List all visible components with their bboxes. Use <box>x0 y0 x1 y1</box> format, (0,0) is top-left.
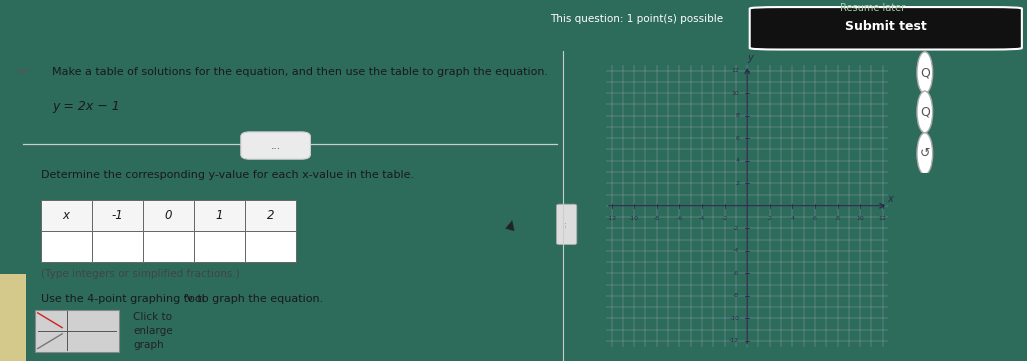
Text: -2: -2 <box>733 226 739 231</box>
Bar <box>41 200 91 231</box>
Text: 6: 6 <box>813 216 816 221</box>
Text: -10: -10 <box>729 316 739 321</box>
Bar <box>35 310 119 352</box>
Text: ...: ... <box>270 140 280 151</box>
Bar <box>91 200 143 231</box>
Text: (Type integers or simplified fractions.): (Type integers or simplified fractions.) <box>41 269 239 279</box>
Bar <box>244 200 296 231</box>
Text: 12: 12 <box>731 68 739 73</box>
Text: 0: 0 <box>164 209 173 222</box>
Text: -4: -4 <box>733 248 739 253</box>
Text: 4: 4 <box>735 158 739 163</box>
Text: -4: -4 <box>698 216 706 221</box>
Text: Resume later: Resume later <box>840 3 906 13</box>
Text: to graph the equation.: to graph the equation. <box>194 294 324 304</box>
Text: y = 2x − 1: y = 2x − 1 <box>52 100 120 113</box>
Text: -6: -6 <box>677 216 682 221</box>
Text: -12: -12 <box>607 216 616 221</box>
Text: ▲: ▲ <box>504 217 517 232</box>
Text: 2: 2 <box>768 216 771 221</box>
Text: y: y <box>747 53 753 63</box>
Text: ···: ··· <box>563 221 571 229</box>
Text: 12: 12 <box>879 216 886 221</box>
Text: 2: 2 <box>267 209 274 222</box>
Text: -2: -2 <box>721 216 728 221</box>
Circle shape <box>917 91 933 133</box>
Bar <box>91 231 143 262</box>
Text: -6: -6 <box>733 271 739 276</box>
Text: 2: 2 <box>735 181 739 186</box>
Text: 10: 10 <box>731 91 739 96</box>
Text: -12: -12 <box>729 338 739 343</box>
Text: ←: ← <box>16 65 30 80</box>
Text: -8: -8 <box>733 293 739 299</box>
Text: 1: 1 <box>216 209 223 222</box>
Text: 8: 8 <box>735 113 739 118</box>
FancyBboxPatch shape <box>240 132 310 159</box>
FancyBboxPatch shape <box>750 7 1022 49</box>
Bar <box>41 231 91 262</box>
Circle shape <box>917 133 933 174</box>
Text: Determine the corresponding y-value for each x-value in the table.: Determine the corresponding y-value for … <box>41 170 414 180</box>
Text: -8: -8 <box>654 216 659 221</box>
Text: ∿: ∿ <box>183 292 193 305</box>
Text: x: x <box>63 209 70 222</box>
Bar <box>194 231 244 262</box>
Text: 4: 4 <box>791 216 794 221</box>
Text: Q: Q <box>920 105 929 118</box>
Text: 6: 6 <box>735 136 739 141</box>
Text: 10: 10 <box>857 216 864 221</box>
Text: This question: 1 point(s) possible: This question: 1 point(s) possible <box>550 14 723 24</box>
Text: Use the 4-point graphing tool: Use the 4-point graphing tool <box>41 294 204 304</box>
Text: 8: 8 <box>836 216 839 221</box>
Circle shape <box>917 52 933 93</box>
Text: Submit test: Submit test <box>845 20 927 33</box>
Bar <box>143 231 194 262</box>
Text: Click to
enlarge
graph: Click to enlarge graph <box>134 312 174 350</box>
Text: -10: -10 <box>630 216 639 221</box>
Text: Make a table of solutions for the equation, and then use the table to graph the : Make a table of solutions for the equati… <box>52 67 548 77</box>
FancyBboxPatch shape <box>557 204 577 245</box>
Bar <box>194 200 244 231</box>
Text: x: x <box>887 193 893 204</box>
Bar <box>143 200 194 231</box>
Text: ↺: ↺ <box>919 147 930 160</box>
FancyBboxPatch shape <box>0 274 26 361</box>
Text: Q: Q <box>920 66 929 79</box>
Bar <box>244 231 296 262</box>
Text: -1: -1 <box>111 209 123 222</box>
